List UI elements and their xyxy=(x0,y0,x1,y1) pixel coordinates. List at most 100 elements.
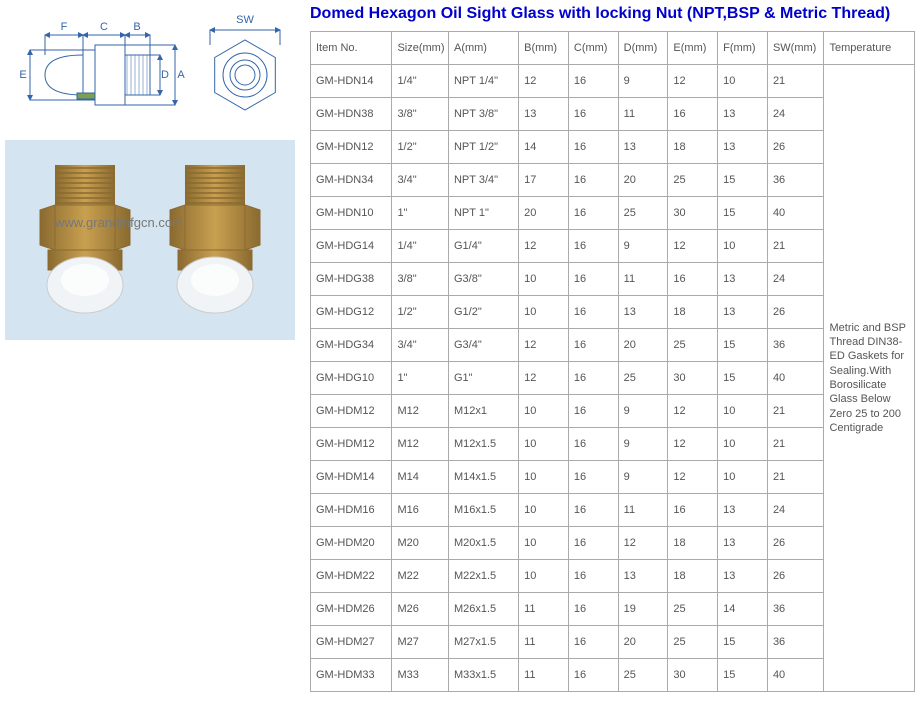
table-cell: 9 xyxy=(618,230,668,263)
table-cell: NPT 1/2" xyxy=(448,131,518,164)
table-cell: M22x1.5 xyxy=(448,560,518,593)
table-cell: 25 xyxy=(668,626,718,659)
table-cell: 11 xyxy=(519,659,569,692)
table-cell: 16 xyxy=(568,494,618,527)
table-cell: 10 xyxy=(718,428,768,461)
table-cell: 18 xyxy=(668,131,718,164)
table-cell: 26 xyxy=(767,527,824,560)
table-cell: 12 xyxy=(668,428,718,461)
table-cell: GM-HDG38 xyxy=(311,263,392,296)
table-row: GM-HDN101"NPT 1"201625301540 xyxy=(311,197,915,230)
table-cell: GM-HDM22 xyxy=(311,560,392,593)
table-cell: 16 xyxy=(568,461,618,494)
table-body: GM-HDN141/4"NPT 1/4"12169121021Metric an… xyxy=(311,65,915,692)
table-cell: 40 xyxy=(767,362,824,395)
sight-glass-left xyxy=(20,160,150,320)
table-cell: 11 xyxy=(618,263,668,296)
table-cell: 10 xyxy=(519,560,569,593)
table-cell: 16 xyxy=(668,494,718,527)
table-cell: NPT 3/4" xyxy=(448,164,518,197)
table-row: GM-HDM14M14M14x1.510169121021 xyxy=(311,461,915,494)
svg-text:C: C xyxy=(100,21,108,33)
table-cell: 9 xyxy=(618,428,668,461)
table-cell: 10 xyxy=(519,428,569,461)
table-cell: 15 xyxy=(718,659,768,692)
svg-text:SW: SW xyxy=(236,14,254,26)
table-cell: GM-HDN34 xyxy=(311,164,392,197)
table-header-cell: B(mm) xyxy=(519,32,569,65)
table-cell: 9 xyxy=(618,395,668,428)
right-column: Domed Hexagon Oil Sight Glass with locki… xyxy=(310,0,920,705)
table-cell: 25 xyxy=(618,659,668,692)
table-cell: 18 xyxy=(668,296,718,329)
product-title: Domed Hexagon Oil Sight Glass with locki… xyxy=(310,5,915,23)
table-row: GM-HDG343/4"G3/4"121620251536 xyxy=(311,329,915,362)
table-cell: GM-HDM27 xyxy=(311,626,392,659)
table-cell: G1/4" xyxy=(448,230,518,263)
table-cell: GM-HDM16 xyxy=(311,494,392,527)
svg-text:A: A xyxy=(177,69,185,81)
table-cell: GM-HDG14 xyxy=(311,230,392,263)
table-cell: 36 xyxy=(767,164,824,197)
table-cell: GM-HDG34 xyxy=(311,329,392,362)
table-cell: M12 xyxy=(392,395,449,428)
table-cell: GM-HDM12 xyxy=(311,428,392,461)
table-cell: M12 xyxy=(392,428,449,461)
table-cell: 24 xyxy=(767,263,824,296)
table-cell: 3/4" xyxy=(392,329,449,362)
table-cell: 13 xyxy=(618,560,668,593)
table-cell: M26x1.5 xyxy=(448,593,518,626)
table-cell: M12x1.5 xyxy=(448,428,518,461)
table-header-cell: Size(mm) xyxy=(392,32,449,65)
table-cell: 13 xyxy=(519,98,569,131)
svg-text:B: B xyxy=(133,21,140,33)
table-cell: GM-HDM14 xyxy=(311,461,392,494)
table-cell: 16 xyxy=(568,164,618,197)
table-cell: 1" xyxy=(392,197,449,230)
table-row: GM-HDM22M22M22x1.5101613181326 xyxy=(311,560,915,593)
table-cell: 12 xyxy=(668,395,718,428)
table-cell: GM-HDN12 xyxy=(311,131,392,164)
table-cell: 10 xyxy=(718,461,768,494)
table-cell: 20 xyxy=(618,329,668,362)
table-cell: 10 xyxy=(718,65,768,98)
table-header-cell: SW(mm) xyxy=(767,32,824,65)
table-cell: 21 xyxy=(767,65,824,98)
table-row: GM-HDN343/4"NPT 3/4"171620251536 xyxy=(311,164,915,197)
table-cell: 15 xyxy=(718,197,768,230)
table-row: GM-HDM33M33M33x1.5111625301540 xyxy=(311,659,915,692)
table-header-cell: Item No. xyxy=(311,32,392,65)
table-cell: 16 xyxy=(568,362,618,395)
table-cell: 12 xyxy=(618,527,668,560)
table-cell: 9 xyxy=(618,461,668,494)
table-header-cell: C(mm) xyxy=(568,32,618,65)
table-cell: 10 xyxy=(519,494,569,527)
table-cell: 25 xyxy=(618,197,668,230)
table-cell: 24 xyxy=(767,494,824,527)
table-cell: 1/2" xyxy=(392,296,449,329)
left-column: FCBEDASW www.grandmfgcn.com xyxy=(0,0,310,705)
table-cell: 16 xyxy=(568,329,618,362)
table-cell: G1" xyxy=(448,362,518,395)
table-cell: 10 xyxy=(519,263,569,296)
table-cell: GM-HDM33 xyxy=(311,659,392,692)
table-cell: 11 xyxy=(519,593,569,626)
table-header-cell: D(mm) xyxy=(618,32,668,65)
table-cell: 3/8" xyxy=(392,98,449,131)
table-cell: 16 xyxy=(568,527,618,560)
table-cell: 13 xyxy=(718,131,768,164)
table-cell: 10 xyxy=(519,461,569,494)
sight-glass-right xyxy=(150,160,280,320)
table-cell: 36 xyxy=(767,593,824,626)
table-cell: M26 xyxy=(392,593,449,626)
table-cell: 15 xyxy=(718,626,768,659)
table-cell: 11 xyxy=(618,494,668,527)
table-cell: 20 xyxy=(618,164,668,197)
table-cell: 13 xyxy=(718,263,768,296)
table-cell: 12 xyxy=(519,329,569,362)
table-cell: 13 xyxy=(718,494,768,527)
table-cell: 26 xyxy=(767,131,824,164)
table-cell: 40 xyxy=(767,659,824,692)
table-cell: M16 xyxy=(392,494,449,527)
table-cell: 21 xyxy=(767,395,824,428)
